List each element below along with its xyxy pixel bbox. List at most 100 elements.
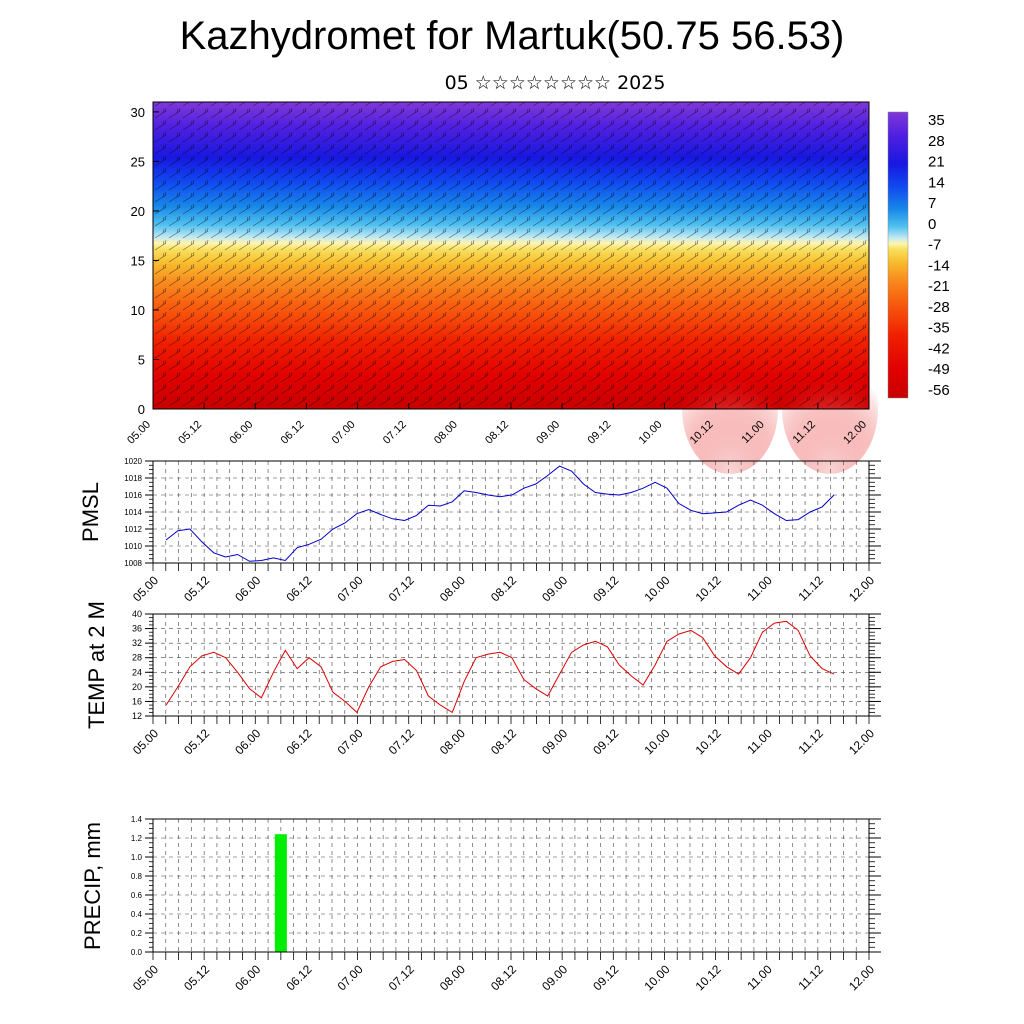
x-tick-label: 11.00	[744, 573, 775, 604]
x-tick-label: 12.00	[846, 962, 877, 993]
x-tick-label: 08.12	[488, 962, 519, 993]
temp-grid	[153, 614, 869, 716]
x-tick-label: 06.00	[232, 573, 263, 604]
x-tick-label: 09.00	[539, 962, 570, 993]
heatmap-x-tick-label: 10.00	[637, 419, 665, 447]
temperature-heatmap-panel: 0 5 10 15 20 25 30 05.00 05.12 06.00 06.12 07.00 07…	[125, 101, 878, 474]
colorbar-labels: 35 28 21 14 7 0 -7 -14 -21 -28 -35 -42 -49 -56	[928, 112, 950, 399]
precip-bar	[274, 834, 287, 952]
colorbar: 35 28 21 14 7 0 -7 -14 -21 -28 -35 -42 -49 -56	[887, 111, 950, 399]
heatmap-x-tick-label: 06.00	[227, 419, 255, 447]
y-tick-label: 40	[132, 609, 142, 619]
x-tick-label: 07.00	[335, 962, 366, 993]
pmsl-y-axis-label: PMSL	[78, 482, 103, 542]
x-tick-label: 07.12	[386, 962, 417, 993]
colorbar-label: -14	[928, 257, 950, 274]
colorbar-label: 0	[928, 216, 936, 233]
y-tick-label: 1020	[124, 457, 142, 466]
precip-bars	[274, 834, 287, 952]
y-tick-label: 12	[132, 711, 142, 721]
heatmap-x-tick-label: 07.00	[330, 419, 358, 447]
y-tick-label: 1.4	[131, 815, 143, 824]
heatmap-y-tick-label: 30	[131, 105, 145, 120]
colorbar-scale	[887, 111, 909, 399]
pmsl-panel: 1008 1010 1012 1014 1016 1018 1020 05.00 05.12 06…	[78, 457, 881, 604]
x-tick-label: 06.12	[283, 573, 314, 604]
y-tick-label: 28	[132, 653, 142, 663]
y-tick-label: 1.0	[131, 853, 143, 862]
wind-barbs-overlay	[153, 102, 869, 409]
x-tick-label: 09.12	[590, 962, 621, 993]
x-tick-label: 08.00	[437, 962, 468, 993]
heatmap-y-tick-label: 15	[131, 253, 145, 268]
x-tick-label: 10.12	[693, 962, 724, 993]
colorbar-label: 14	[928, 174, 945, 191]
x-tick-label: 08.00	[437, 573, 468, 604]
heatmap-y-tick-label: 5	[138, 352, 145, 367]
x-tick-label: 09.12	[590, 573, 621, 604]
x-tick-label: 06.00	[232, 726, 263, 757]
colorbar-label: 21	[928, 154, 945, 171]
precip-y-axis-label: PRECIP, mm	[80, 822, 105, 950]
y-tick-label: 0.6	[131, 891, 143, 900]
precip-axes: 0.0 0.2 0.4 0.6 0.8 1.0 1.2 1.4 05.00 05.12 06.00 0…	[130, 815, 881, 993]
colorbar-label: -7	[928, 237, 941, 254]
heatmap-y-axis: 0 5 10 15 20 25 30	[131, 105, 159, 417]
y-tick-label: 24	[132, 667, 142, 677]
y-tick-label: 0.2	[131, 929, 143, 938]
x-tick-label: 05.12	[181, 962, 212, 993]
pmsl-axes: 1008 1010 1012 1014 1016 1018 1020 05.00 05.12 06…	[124, 457, 881, 604]
temp-series-line	[165, 620, 835, 714]
temp-panel: 12 16 20 24 28 32 36 40 05.00 05.12 06.00 06.12 07.0…	[84, 601, 881, 757]
colorbar-label: -56	[928, 382, 950, 399]
page-subtitle: 05 ☆☆☆☆☆☆☆☆ 2025	[444, 72, 666, 94]
x-tick-label: 08.12	[488, 573, 519, 604]
y-tick-label: 0.4	[131, 910, 143, 919]
heatmap-y-tick-label: 25	[131, 154, 145, 169]
y-tick-label: 1010	[124, 542, 142, 551]
x-tick-label: 07.12	[386, 573, 417, 604]
x-tick-label: 07.12	[386, 726, 417, 757]
x-tick-label: 09.12	[590, 726, 621, 757]
temp-y-axis-label: TEMP at 2 M	[84, 601, 109, 729]
x-tick-label: 05.00	[130, 962, 161, 993]
x-tick-label: 10.00	[641, 726, 672, 757]
y-tick-label: 1014	[124, 508, 142, 517]
y-tick-label: 20	[132, 682, 142, 692]
y-tick-label: 1016	[124, 491, 142, 500]
x-tick-label: 10.12	[693, 726, 724, 757]
x-tick-label: 06.12	[283, 962, 314, 993]
colorbar-label: -21	[928, 278, 950, 295]
y-tick-label: 1008	[124, 559, 142, 568]
colorbar-label: -49	[928, 361, 950, 378]
colorbar-label: 28	[928, 133, 945, 150]
x-tick-label: 07.00	[335, 573, 366, 604]
colorbar-label: 35	[928, 112, 945, 129]
y-tick-label: 1018	[124, 474, 142, 483]
colorbar-label: 7	[928, 195, 936, 212]
colorbar-label: -28	[928, 299, 950, 316]
heatmap-x-tick-label: 05.12	[176, 419, 204, 447]
heatmap-x-tick-label: 05.00	[125, 419, 153, 447]
precip-grid	[153, 819, 869, 952]
y-tick-label: 0.8	[131, 872, 143, 881]
y-tick-label: 32	[132, 638, 142, 648]
heatmap-x-tick-label: 08.00	[432, 419, 460, 447]
heatmap-x-tick-label: 07.12	[381, 419, 409, 447]
colorbar-label: -35	[928, 320, 950, 337]
x-tick-label: 11.00	[744, 962, 775, 993]
x-tick-label: 11.12	[795, 573, 826, 604]
heatmap-y-tick-label: 10	[131, 303, 145, 318]
x-tick-label: 11.12	[795, 962, 826, 993]
y-tick-label: 36	[132, 624, 142, 634]
heatmap-x-tick-label: 06.12	[279, 419, 307, 447]
y-tick-label: 1012	[124, 525, 142, 534]
x-tick-label: 10.12	[693, 573, 724, 604]
x-tick-label: 06.00	[232, 962, 263, 993]
heatmap-y-tick-label: 0	[138, 402, 145, 417]
x-tick-label: 09.00	[539, 573, 570, 604]
y-tick-label: 16	[132, 696, 142, 706]
x-tick-label: 10.00	[641, 573, 672, 604]
x-tick-label: 05.00	[130, 726, 161, 757]
